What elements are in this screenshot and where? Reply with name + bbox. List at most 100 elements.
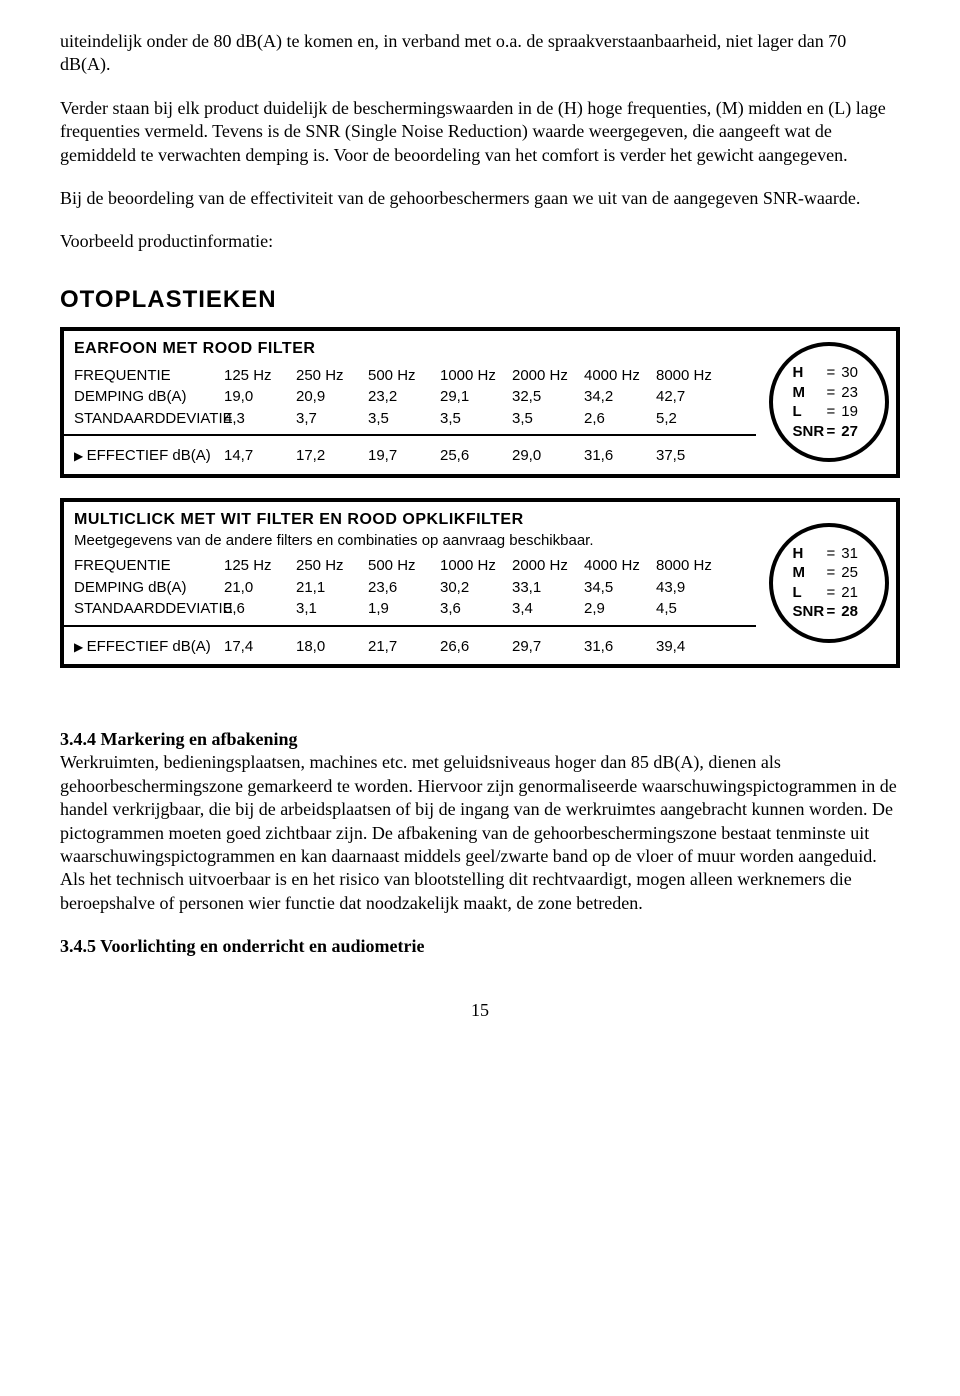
- cell: 500 Hz: [368, 556, 440, 576]
- cell: 29,1: [440, 387, 512, 407]
- cell: 19,0: [224, 387, 296, 407]
- cell: 4,3: [224, 409, 296, 429]
- label-effectief: EFFECTIEF dB(A): [74, 637, 224, 657]
- cell: 26,6: [440, 637, 512, 657]
- table1-divider: [64, 434, 756, 436]
- page-number: 15: [60, 999, 900, 1022]
- section-344-text: Werkruimten, bedieningsplaatsen, machine…: [60, 751, 900, 915]
- cell: 4000 Hz: [584, 556, 656, 576]
- cell: 33,1: [512, 578, 584, 598]
- label-demping: DEMPING dB(A): [74, 578, 224, 598]
- cell: 39,4: [656, 637, 728, 657]
- table2-hml-circle: H= 31 M= 25 L= 21 SNR= 28: [769, 523, 889, 643]
- cell: 20,9: [296, 387, 368, 407]
- cell: 17,2: [296, 446, 368, 466]
- cell: 125 Hz: [224, 556, 296, 576]
- circle-l-label: L: [793, 402, 821, 422]
- label-frequentie: FREQUENTIE: [74, 366, 224, 386]
- cell: 125 Hz: [224, 366, 296, 386]
- cell: 2000 Hz: [512, 556, 584, 576]
- circle-m-label: M: [793, 563, 821, 583]
- cell: 37,5: [656, 446, 728, 466]
- section-345-heading: 3.4.5 Voorlichting en onderricht en audi…: [60, 935, 900, 958]
- cell: 32,5: [512, 387, 584, 407]
- circle-l-label: L: [793, 583, 821, 603]
- circle-snr-label: SNR: [793, 602, 821, 622]
- circle-snr-value: 28: [841, 602, 858, 622]
- cell: 25,6: [440, 446, 512, 466]
- paragraph-3: Bij de beoordeling van de effectiviteit …: [60, 187, 900, 210]
- table1-circle-wrap: H= 30 M= 23 L= 19 SNR= 27: [756, 331, 896, 474]
- cell: 8000 Hz: [656, 556, 728, 576]
- cell: 5,2: [656, 409, 728, 429]
- cell: 23,2: [368, 387, 440, 407]
- cell: 8000 Hz: [656, 366, 728, 386]
- cell: 1000 Hz: [440, 556, 512, 576]
- cell: 2,9: [584, 599, 656, 619]
- cell: 1,9: [368, 599, 440, 619]
- cell: 18,0: [296, 637, 368, 657]
- label-effectief: EFFECTIEF dB(A): [74, 446, 224, 466]
- cell: 2000 Hz: [512, 366, 584, 386]
- label-frequentie: FREQUENTIE: [74, 556, 224, 576]
- cell: 3,7: [296, 409, 368, 429]
- table2-title: MULTICLICK MET WIT FILTER EN ROOD OPKLIK…: [74, 510, 746, 531]
- eq: =: [827, 602, 836, 622]
- table2-divider: [64, 625, 756, 627]
- cell: 2,6: [584, 409, 656, 429]
- circle-h-value: 31: [841, 544, 858, 564]
- cell: 42,7: [656, 387, 728, 407]
- eq: =: [827, 583, 836, 603]
- eq: =: [827, 383, 836, 403]
- paragraph-1: uiteindelijk onder de 80 dB(A) te komen …: [60, 30, 900, 77]
- cell: 31,6: [584, 637, 656, 657]
- cell: 34,2: [584, 387, 656, 407]
- circle-m-value: 25: [841, 563, 858, 583]
- label-std: STANDAARDDEVIATIE: [74, 599, 224, 619]
- product-table-multiclick: MULTICLICK MET WIT FILTER EN ROOD OPKLIK…: [60, 498, 900, 668]
- cell: 21,1: [296, 578, 368, 598]
- cell: 3,5: [440, 409, 512, 429]
- table1-hml-circle: H= 30 M= 23 L= 19 SNR= 27: [769, 342, 889, 462]
- cell: 3,1: [296, 599, 368, 619]
- paragraph-4: Voorbeeld productinformatie:: [60, 230, 900, 253]
- cell: 29,7: [512, 637, 584, 657]
- product-table-earfoon: EARFOON MET ROOD FILTER FREQUENTIE 125 H…: [60, 327, 900, 478]
- cell: 14,7: [224, 446, 296, 466]
- cell: 23,6: [368, 578, 440, 598]
- cell: 1000 Hz: [440, 366, 512, 386]
- section-344-heading: 3.4.4 Markering en afbakening: [60, 728, 900, 751]
- cell: 17,4: [224, 637, 296, 657]
- cell: 31,6: [584, 446, 656, 466]
- cell: 250 Hz: [296, 556, 368, 576]
- table2-grid: FREQUENTIE 125 Hz 250 Hz 500 Hz 1000 Hz …: [74, 556, 746, 619]
- eq: =: [827, 402, 836, 422]
- cell: 4,5: [656, 599, 728, 619]
- cell: 30,2: [440, 578, 512, 598]
- table2-note: Meetgegevens van de andere filters en co…: [74, 531, 746, 551]
- cell: 21,0: [224, 578, 296, 598]
- cell: 3,5: [512, 409, 584, 429]
- cell: 500 Hz: [368, 366, 440, 386]
- circle-l-value: 21: [841, 583, 858, 603]
- cell: 19,7: [368, 446, 440, 466]
- otoplastieken-heading: OTOPLASTIEKEN: [60, 284, 900, 315]
- table1-title: EARFOON MET ROOD FILTER: [74, 339, 746, 360]
- eq: =: [827, 363, 836, 383]
- cell: 3,6: [224, 599, 296, 619]
- circle-h-value: 30: [841, 363, 858, 383]
- cell: 3,6: [440, 599, 512, 619]
- eq: =: [827, 544, 836, 564]
- cell: 3,5: [368, 409, 440, 429]
- circle-m-value: 23: [841, 383, 858, 403]
- cell: 29,0: [512, 446, 584, 466]
- cell: 34,5: [584, 578, 656, 598]
- circle-l-value: 19: [841, 402, 858, 422]
- label-demping: DEMPING dB(A): [74, 387, 224, 407]
- circle-snr-value: 27: [841, 422, 858, 442]
- document-page: uiteindelijk onder de 80 dB(A) te komen …: [0, 0, 960, 1052]
- cell: 4000 Hz: [584, 366, 656, 386]
- table2-circle-wrap: H= 31 M= 25 L= 21 SNR= 28: [756, 502, 896, 664]
- eq: =: [827, 563, 836, 583]
- cell: 3,4: [512, 599, 584, 619]
